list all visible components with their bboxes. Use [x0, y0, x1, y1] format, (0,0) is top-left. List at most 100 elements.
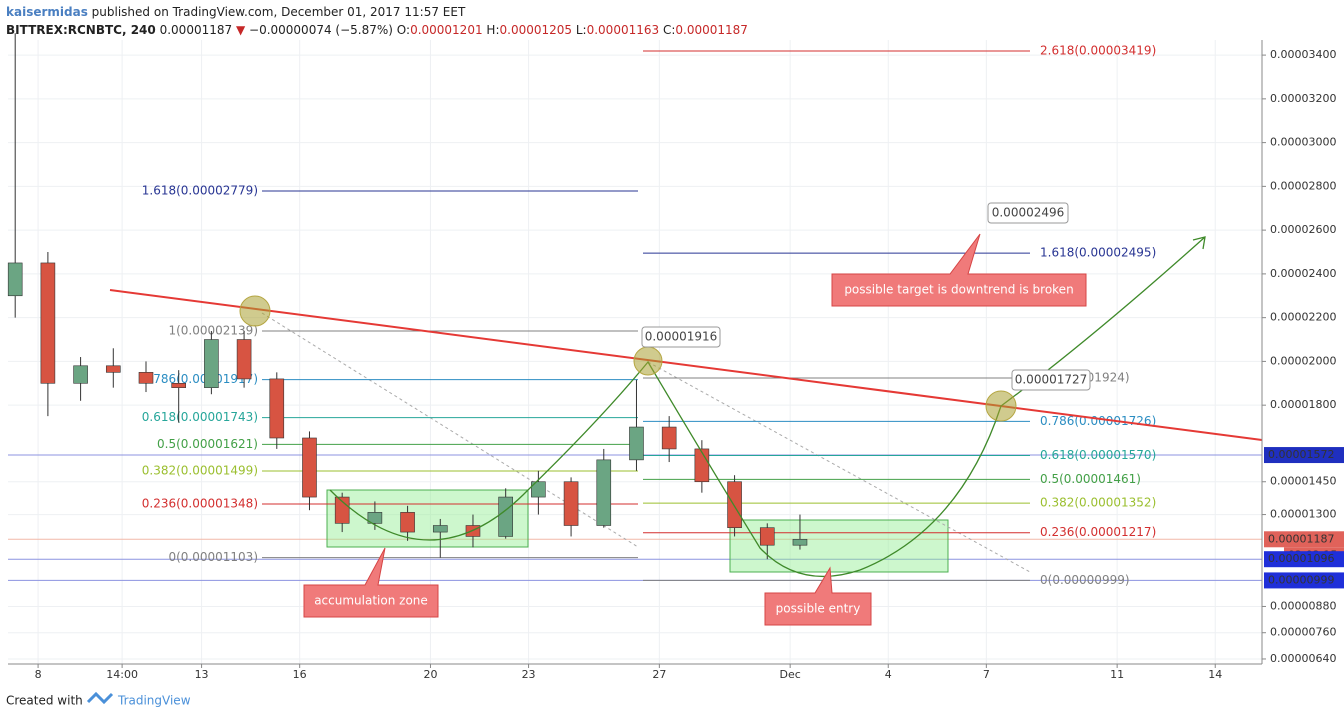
fib-label: 1.618(0.00002779)	[142, 183, 258, 197]
candle-body	[204, 339, 219, 388]
callout-text: possible target is downtrend is broken	[844, 283, 1073, 297]
price-badge-label: 0.00001187	[1268, 532, 1334, 545]
footer-brand[interactable]: TradingView	[117, 694, 191, 708]
fib-trend	[647, 361, 1031, 573]
axes: 0.00003400 0.00003200 0.00003000 0.00002800…	[8, 40, 1344, 681]
fib-label: 0.618(0.00001570)	[1040, 448, 1156, 462]
header-line-1: kaisermidas published on TradingView.com…	[6, 5, 466, 19]
pivot-circle	[239, 295, 271, 327]
candle-body	[759, 527, 775, 546]
candle-body	[400, 512, 415, 533]
y-tick-label: 0.00000640	[1270, 652, 1336, 665]
candle-body	[171, 382, 186, 388]
y-tick-label: 0.00001300	[1270, 508, 1336, 521]
fib-label: 0.786(0.00001726)	[1040, 414, 1156, 428]
y-tick-label: 0.00001800	[1270, 398, 1336, 411]
price-callout	[1011, 369, 1091, 391]
ohlc-o: 0.00001201	[410, 23, 483, 37]
published: published on TradingView.com, December 0…	[92, 5, 466, 19]
y-tick-label: 0.00003400	[1270, 48, 1336, 61]
price-badge-label: 0.00001096	[1268, 552, 1334, 565]
change-arrow: ▼	[236, 23, 246, 37]
fib-label: 2.618(0.00003419)	[1040, 43, 1156, 57]
downtrend-line	[109, 289, 1263, 441]
callout-bubble	[303, 547, 439, 618]
x-tick-label: 8	[35, 668, 42, 681]
candle-body	[498, 496, 513, 537]
callout-bubble	[764, 566, 872, 626]
candle-body	[73, 365, 88, 384]
x-tick-label: 7	[983, 668, 990, 681]
header-line-2: BITTREX:RCNBTC, 240 0.00001187 ▼ −0.0000…	[6, 23, 748, 37]
price-callout-text: 0.00001916	[645, 330, 718, 344]
pivot-circle	[633, 346, 663, 376]
price-badge	[1264, 447, 1344, 464]
fib-label: 1.618(0.00002495)	[1040, 246, 1156, 260]
y-tick-label: 0.00001450	[1270, 475, 1336, 488]
price-callout	[641, 326, 721, 348]
candle-body	[531, 481, 546, 498]
fib-label: 0.5(0.00001621)	[157, 437, 258, 451]
ohlc-o-key: O:	[397, 23, 410, 37]
x-tick-label: 20	[423, 668, 437, 681]
ohlc-h: 0.00001205	[500, 23, 573, 37]
change: −0.00000074 (−5.87%)	[249, 23, 393, 37]
fib-label: 0.382(0.00001352)	[1040, 496, 1156, 510]
y-tick-label: 0.00002600	[1270, 223, 1336, 236]
candle-body	[563, 481, 579, 526]
y-tick-label: 0.00002000	[1270, 354, 1336, 367]
candle-body	[236, 339, 252, 380]
price-badge-label: 0.00000999	[1268, 573, 1334, 586]
fib-label: 1(0.00002139)	[168, 323, 258, 337]
price-callout-text: 0.00001727	[1015, 373, 1088, 387]
accumulation-box	[326, 489, 529, 548]
symbol: BITTREX:RCNBTC, 240	[6, 23, 156, 37]
footer-created: Created with	[6, 694, 83, 708]
author[interactable]: kaisermidas	[6, 5, 88, 19]
ohlc-c: 0.00001187	[675, 23, 748, 37]
callout-bubble	[831, 233, 1087, 307]
callout-text: accumulation zone	[314, 594, 428, 608]
annotations: 0.00001916 0.00002496 0.00001727 possibl…	[109, 202, 1263, 626]
candle-body	[138, 372, 154, 384]
fib-label: 0.382(0.00001499)	[142, 464, 258, 478]
candle-body	[792, 538, 808, 546]
ohlc-c-key: C:	[663, 23, 675, 37]
ohlc-h-key: H:	[486, 23, 499, 37]
fib-trend	[261, 312, 639, 548]
callout-text: possible entry	[776, 602, 861, 616]
x-tick-label: 13	[195, 668, 209, 681]
fib-label: 0.786(0.00001917)	[142, 372, 258, 386]
fib-label: 0(0.00001103)	[168, 550, 258, 564]
fib-levels: 1.618(0.00002779) 1(0.00002139) 0.786(0.00…	[142, 43, 1157, 586]
price-badge	[1264, 572, 1344, 589]
price-badge-label: 0.00001572	[1268, 448, 1334, 461]
candle-body	[727, 481, 742, 528]
price-callout-text: 0.00002496	[992, 206, 1065, 220]
y-tick-label: 0.00002800	[1270, 179, 1336, 192]
logo	[86, 691, 114, 705]
y-tick-label: 0.00003000	[1270, 136, 1336, 149]
pivot-circle	[985, 390, 1017, 422]
candle-body	[105, 365, 121, 373]
candle-body	[367, 512, 383, 524]
arrow-head	[1192, 236, 1206, 250]
price-badge	[1264, 531, 1344, 548]
x-tick-label: 16	[293, 668, 307, 681]
x-tick-label: 14	[1208, 668, 1222, 681]
candle-body	[269, 378, 285, 439]
y-tick-label: 0.00002400	[1270, 267, 1336, 280]
y-tick-label: 0.00003200	[1270, 92, 1336, 105]
candle-body	[629, 426, 644, 461]
candle-body	[694, 448, 710, 483]
candle-body	[432, 525, 448, 533]
fib-label: 0(0.00000999)	[1040, 573, 1130, 587]
x-tick-label: Dec	[780, 668, 801, 681]
fib-label: 0.5(0.00001461)	[1040, 472, 1141, 486]
candle-body	[302, 437, 317, 498]
x-tick-label: 23	[522, 668, 536, 681]
x-tick-label: 11	[1110, 668, 1124, 681]
